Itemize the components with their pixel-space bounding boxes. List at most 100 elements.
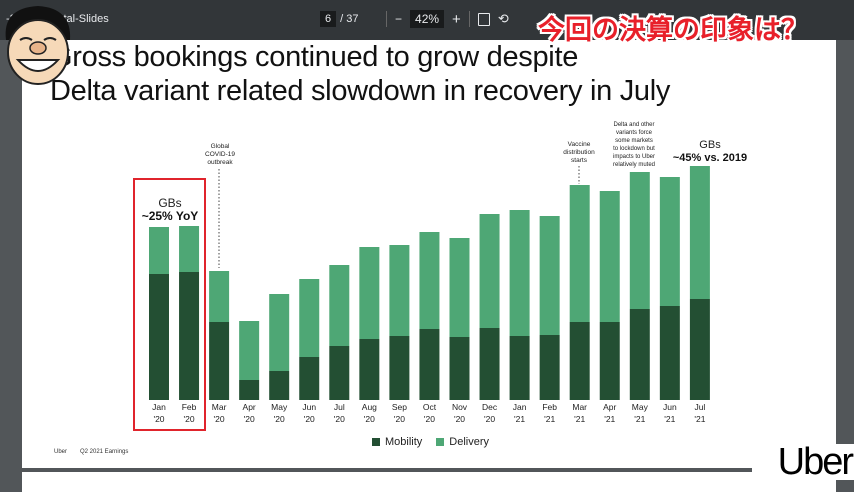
bar-mobility-5 — [299, 357, 320, 400]
annotation-gbs-yoy: ~25% YoY — [142, 209, 199, 223]
bar-delivery-4 — [269, 294, 290, 371]
bar-mobility-15 — [599, 322, 620, 400]
bar-delivery-9 — [419, 232, 440, 329]
x-tick-label: May — [632, 402, 649, 412]
legend-label: Delivery — [449, 436, 490, 448]
x-tick-label: '20 — [424, 414, 435, 424]
x-tick-label: Jun — [663, 402, 677, 412]
annotation-text: variants force — [616, 130, 653, 136]
bar-mobility-16 — [629, 309, 650, 400]
annotation-text: distribution — [563, 149, 595, 156]
bar-delivery-2 — [209, 271, 230, 322]
x-tick-label: '21 — [514, 414, 525, 424]
x-tick-label: Apr — [243, 402, 256, 412]
x-tick-label: '20 — [274, 414, 285, 424]
uber-logo: Uber — [752, 443, 854, 481]
bar-mobility-4 — [269, 371, 290, 400]
x-tick-label: Mar — [572, 402, 587, 412]
gross-bookings-chart: Jan '20 Feb '20 Mar '20 Apr '20 May '20 Jun '20 Jul '… — [133, 122, 747, 431]
bar-mobility-10 — [449, 337, 470, 400]
page-total: / 37 — [340, 13, 359, 25]
bar-mobility-6 — [329, 346, 350, 400]
bar-delivery-7 — [359, 247, 380, 339]
bar-delivery-16 — [629, 172, 650, 309]
x-tick-label: Oct — [423, 402, 437, 412]
x-tick-label: '20 — [334, 414, 345, 424]
title-line-2: Delta variant related slowdown in recove… — [50, 75, 671, 107]
bar-mobility-14 — [569, 322, 590, 400]
annotation-text: impacts to Uber — [613, 154, 655, 160]
bar-delivery-15 — [599, 191, 620, 322]
x-tick-label: '20 — [244, 414, 255, 424]
annotation-gbs-label: GBs — [158, 196, 181, 210]
slide-title: Gross bookings continued to grow despite… — [50, 40, 670, 108]
x-tick-label: Jul — [694, 402, 705, 412]
x-tick-label: Apr — [603, 402, 616, 412]
annotation-text: relatively muted — [613, 162, 655, 168]
x-tick-label: '20 — [153, 414, 164, 424]
bar-delivery-5 — [299, 279, 320, 357]
bar-mobility-3 — [239, 380, 260, 400]
x-tick-label: '20 — [394, 414, 405, 424]
bar-delivery-12 — [509, 210, 530, 336]
divider — [468, 11, 470, 27]
bar-delivery-18 — [689, 166, 710, 299]
page-number-input[interactable]: 6 — [320, 11, 337, 27]
x-tick-label: Feb — [542, 402, 557, 412]
fit-page-icon[interactable] — [477, 12, 490, 26]
bar-mobility-0 — [149, 274, 169, 400]
bar-mobility-17 — [659, 306, 680, 400]
x-tick-label: '21 — [604, 414, 615, 424]
bar-mobility-2 — [209, 322, 230, 400]
x-tick-label: '20 — [484, 414, 495, 424]
chart-legend: Mobility Delivery — [372, 436, 489, 448]
legend-item-mobility: Mobility — [372, 436, 422, 448]
scrollbar-track[interactable] — [836, 40, 854, 480]
x-tick-label: Jan — [152, 402, 166, 412]
title-line-1: Gross bookings continued to grow despite — [50, 41, 579, 73]
x-tick-label: Jan — [513, 402, 527, 412]
annotation-text: Delta and other — [613, 122, 654, 128]
x-tick-label: '20 — [454, 414, 465, 424]
x-tick-label: Nov — [452, 402, 468, 412]
bar-mobility-9 — [419, 329, 440, 400]
bar-mobility-18 — [689, 299, 710, 400]
x-tick-label: '20 — [304, 414, 315, 424]
bar-delivery-1 — [179, 226, 200, 272]
page-indicator: 6 / 37 — [320, 11, 358, 27]
rotate-icon[interactable]: ⟲ — [497, 11, 509, 26]
bar-mobility-7 — [359, 339, 380, 400]
bar-delivery-0 — [149, 227, 169, 274]
legend-item-delivery: Delivery — [436, 436, 489, 448]
video-caption-overlay: 今回の決算の印象は？ — [538, 15, 808, 46]
bar-delivery-14 — [569, 185, 590, 322]
x-tick-label: '21 — [544, 414, 555, 424]
x-tick-label: Jul — [334, 402, 345, 412]
divider — [386, 11, 387, 27]
annotation-vaccine: Vaccine distribution starts — [563, 141, 595, 184]
bar-delivery-6 — [329, 265, 350, 346]
x-tick-label: Dec — [482, 402, 498, 412]
annotation-text: outbreak — [207, 159, 233, 166]
annotation-text: starts — [571, 157, 588, 164]
annotation-text: Global — [211, 143, 230, 150]
zoom-in-button[interactable]: + — [452, 10, 461, 28]
bar-delivery-8 — [389, 245, 410, 336]
x-tick-label: '21 — [694, 414, 705, 424]
pdf-toolbar: -202… mental-Slides 6 / 37 − 42% + ⟲ — [0, 0, 854, 40]
annotation-text: COVID-19 — [205, 151, 235, 158]
zoom-out-button[interactable]: − — [395, 12, 403, 26]
annotation-text: Vaccine — [568, 141, 591, 148]
bar-delivery-11 — [479, 214, 500, 328]
cartoon-face-icon — [5, 6, 71, 85]
bar-mobility-13 — [539, 335, 560, 400]
x-tick-label: '21 — [634, 414, 645, 424]
annotation-text: to lockdown but — [613, 146, 655, 152]
x-tick-label: '20 — [364, 414, 375, 424]
zoom-level-input[interactable]: 42% — [410, 10, 445, 28]
legend-swatch — [372, 438, 380, 446]
legend-label: Mobility — [385, 436, 423, 448]
bar-delivery-10 — [449, 238, 470, 337]
footer-brand: Uber — [54, 449, 68, 455]
bar-mobility-11 — [479, 328, 500, 400]
